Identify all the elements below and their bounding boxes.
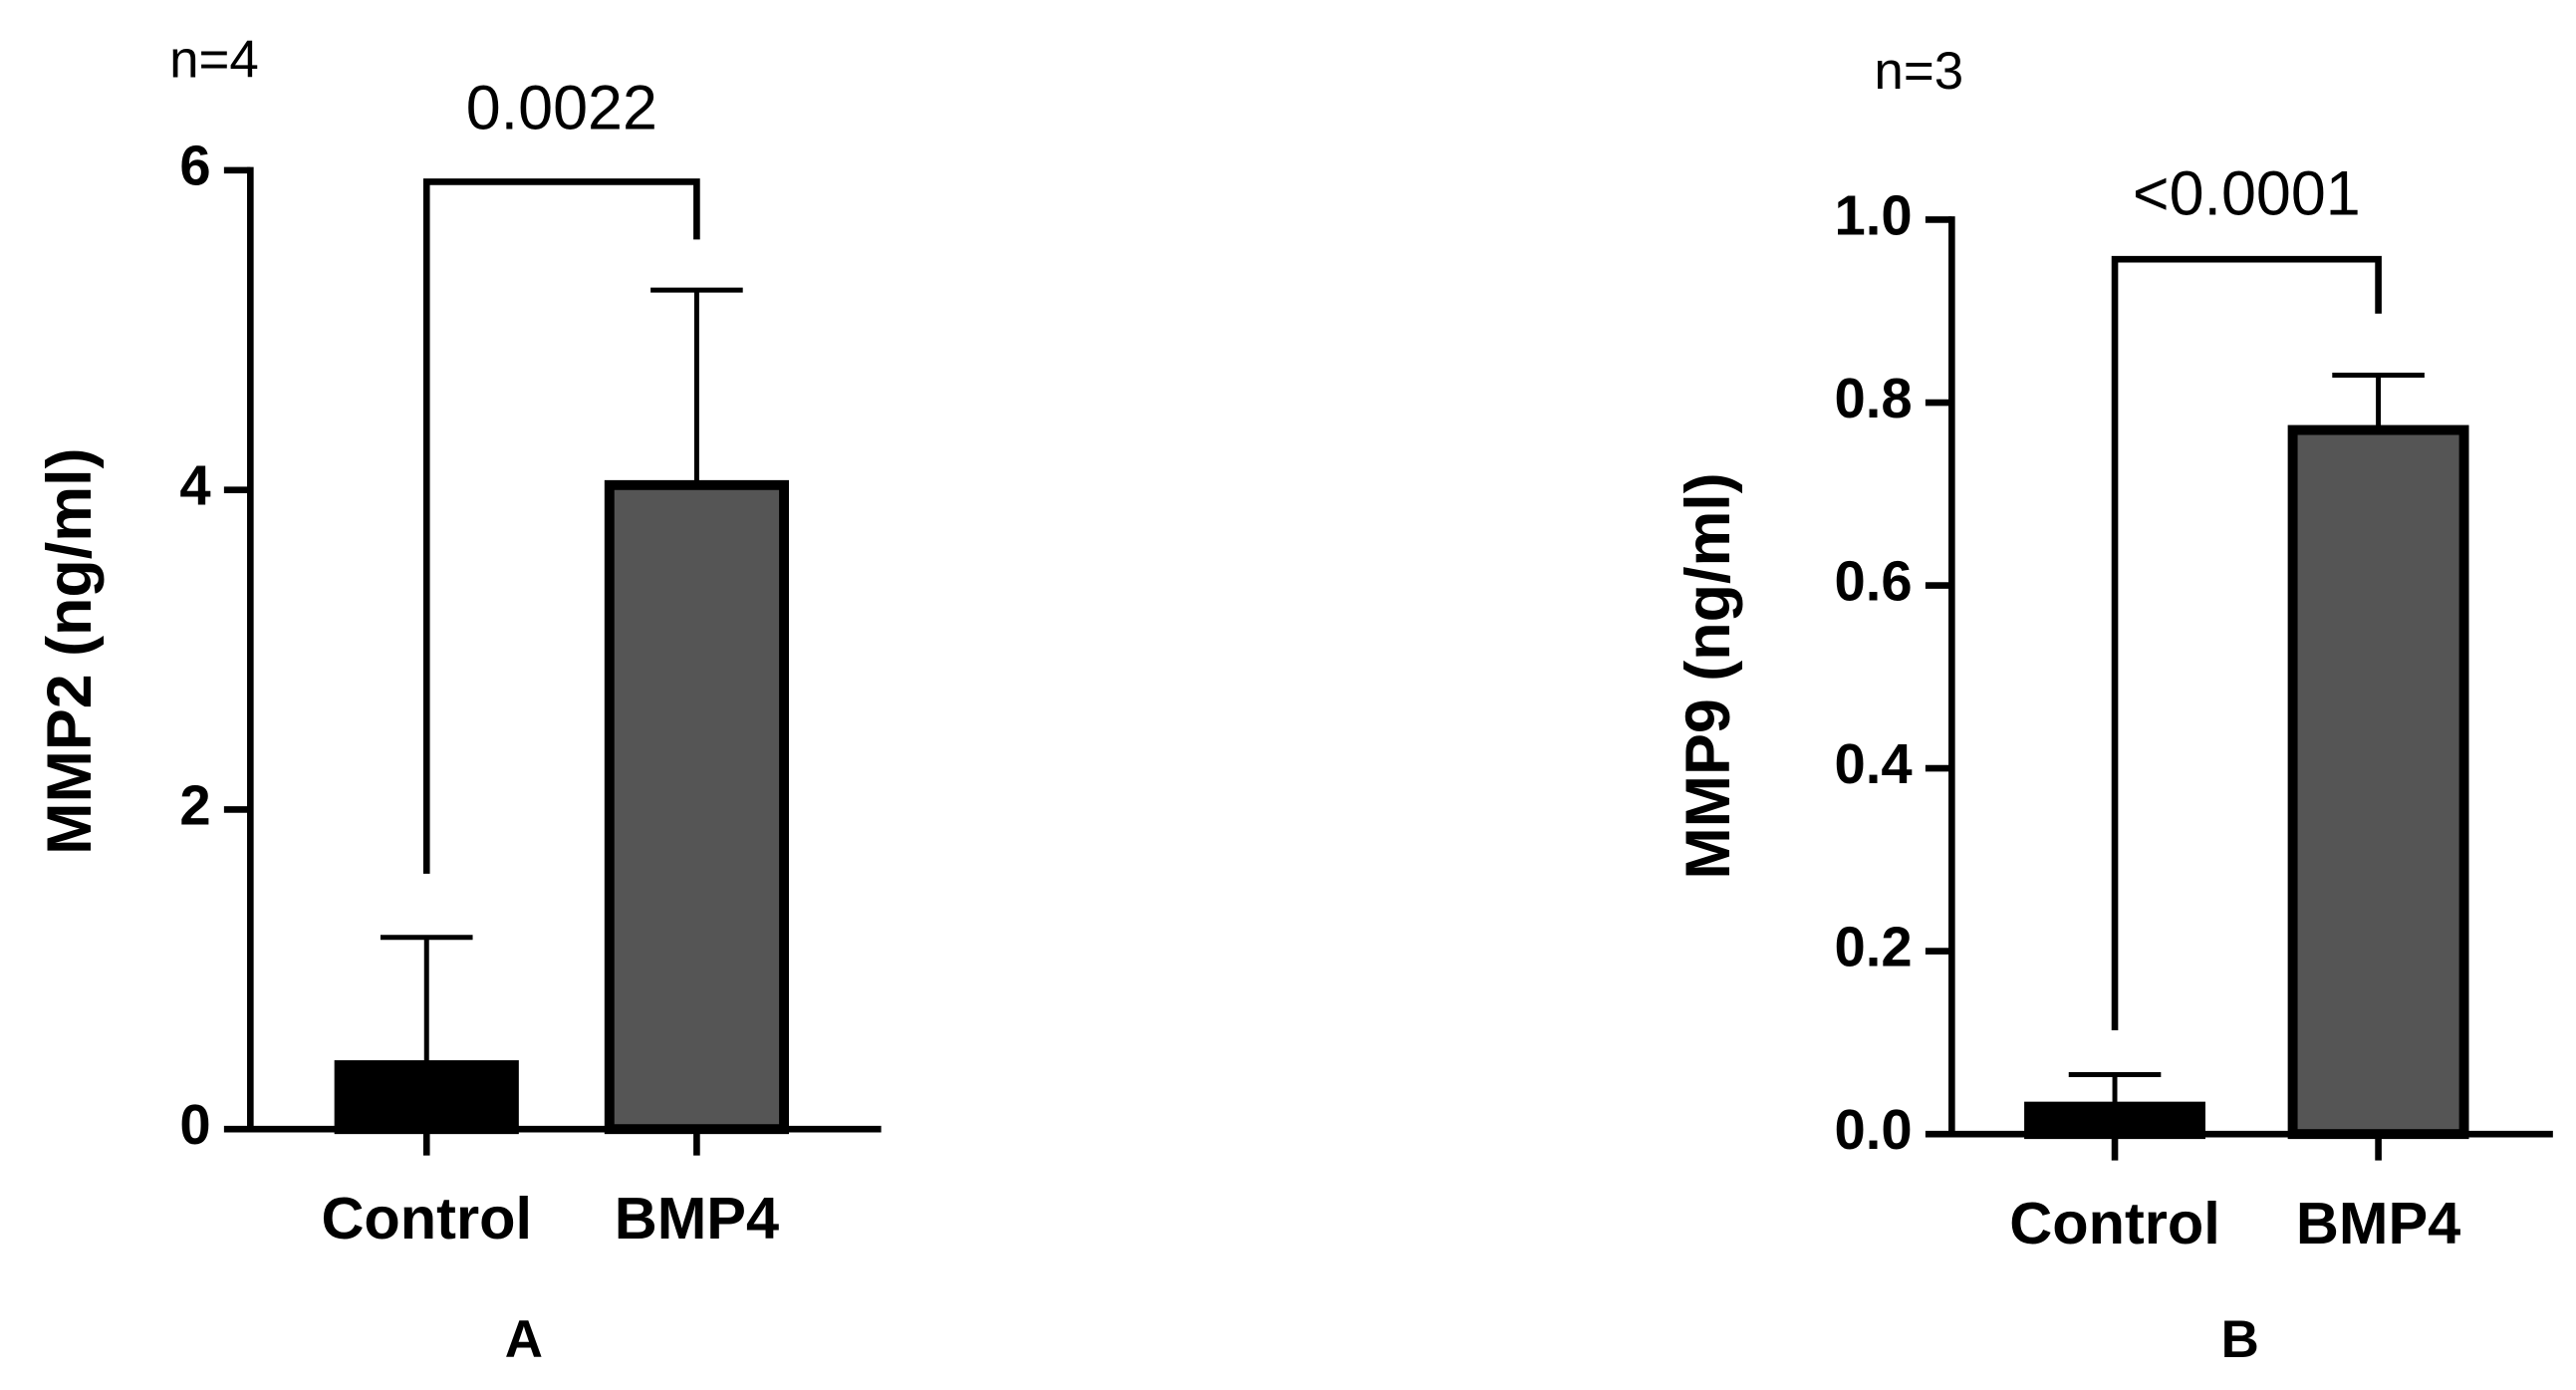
x-tick-label: BMP4 (615, 1185, 779, 1251)
bar (2024, 1101, 2205, 1140)
bar (604, 479, 790, 1135)
y-tick-label: 0.2 (1835, 915, 1913, 977)
panel-label: B (2221, 1310, 2259, 1369)
y-tick-label: 0 (179, 1093, 210, 1156)
x-tick-label: BMP4 (2296, 1190, 2460, 1256)
n-label: n=3 (1874, 42, 1963, 101)
y-axis-label: MMP9 (ng/ml) (1674, 472, 1743, 879)
y-tick-label: 1.0 (1835, 183, 1913, 246)
y-tick-label: 4 (179, 453, 210, 516)
y-tick-label: 6 (179, 135, 210, 197)
y-tick-label: 0.8 (1835, 367, 1913, 429)
y-tick-label: 0.6 (1835, 549, 1913, 612)
p-value: 0.0022 (466, 74, 657, 143)
y-tick-label: 0.4 (1835, 732, 1913, 795)
y-axis-label: MMP2 (ng/ml) (35, 448, 105, 855)
panel-label: A (505, 1310, 543, 1369)
significance-bracket (2111, 255, 2382, 1030)
x-tick-label: Control (2009, 1190, 2220, 1256)
y-tick-label: 0.0 (1835, 1098, 1913, 1161)
y-tick-label: 2 (179, 773, 210, 836)
x-tick-label: Control (321, 1185, 532, 1251)
bar (2287, 424, 2469, 1140)
bar (334, 1060, 519, 1135)
p-value: <0.0001 (2133, 159, 2361, 229)
n-label: n=4 (169, 30, 259, 89)
significance-bracket (422, 178, 700, 874)
